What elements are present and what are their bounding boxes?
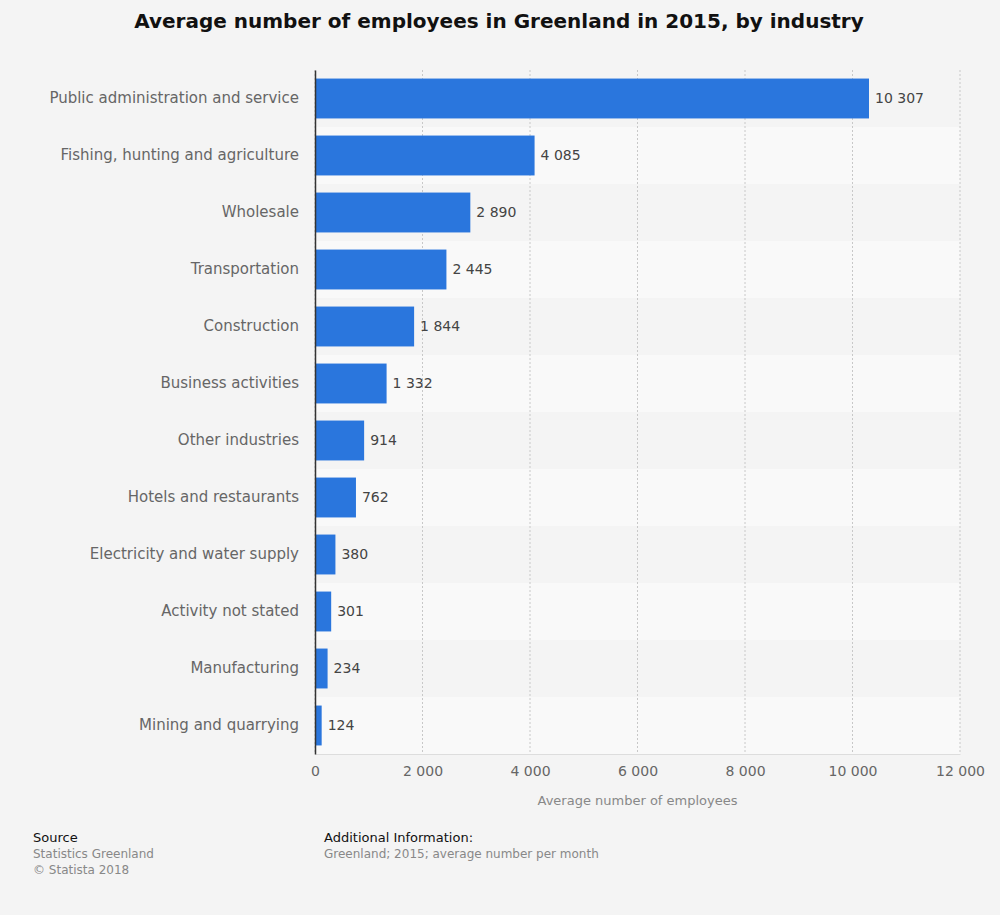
info-heading: Additional Information:	[324, 830, 473, 845]
data-label: 380	[341, 546, 368, 562]
y-tick-label: Fishing, hunting and agriculture	[60, 146, 299, 164]
y-tick: Electricity and water supply	[90, 545, 315, 563]
y-tick: Construction	[203, 317, 315, 335]
bar	[315, 592, 331, 632]
bar	[315, 250, 446, 290]
bar	[315, 535, 335, 575]
x-tick: 2 000	[403, 754, 443, 779]
source-heading: Source	[33, 830, 78, 845]
y-tick-label: Construction	[203, 317, 299, 335]
x-axis: 0 2 000 4 000 6 000 8 000 10 000 12 000	[311, 754, 985, 779]
y-tick-label: Hotels and restaurants	[128, 488, 300, 506]
bars	[315, 79, 869, 746]
x-tick-label: 8 000	[725, 763, 765, 779]
y-tick-label: Mining and quarrying	[139, 716, 299, 734]
x-tick-label: 10 000	[829, 763, 878, 779]
source: Statistics Greenland	[33, 847, 154, 861]
data-label: 1 332	[393, 375, 433, 391]
x-tick-label: 4 000	[510, 763, 550, 779]
y-tick: Mining and quarrying	[139, 716, 315, 734]
y-tick: Fishing, hunting and agriculture	[60, 146, 315, 164]
grid-line	[745, 70, 746, 754]
data-label: 124	[328, 717, 355, 733]
data-labels: 10 307 4 085 2 890 2 445 1 844 1 332 914 762 380…	[328, 90, 924, 733]
y-tick-label: Manufacturing	[190, 659, 299, 677]
row-stripe	[315, 241, 960, 298]
x-tick: 6 000	[618, 754, 658, 779]
x-axis-line	[316, 754, 961, 755]
row-stripe	[315, 70, 960, 127]
grid	[315, 70, 960, 754]
row-stripe	[315, 412, 960, 469]
y-tick: Hotels and restaurants	[128, 488, 315, 506]
row-stripe	[315, 697, 960, 754]
bar	[315, 79, 869, 119]
grid-line	[960, 70, 961, 754]
grid-line	[315, 70, 316, 754]
x-tick: 0	[311, 754, 320, 779]
bar	[315, 364, 387, 404]
y-tick-label: Public administration and service	[49, 89, 299, 107]
y-axis: Public administration and service Fishing…	[49, 71, 315, 755]
data-label: 301	[337, 603, 364, 619]
y-axis-line	[315, 71, 317, 755]
y-tick-label: Wholesale	[222, 203, 299, 221]
data-label: 1 844	[420, 318, 460, 334]
bar	[315, 136, 535, 176]
data-label: 762	[362, 489, 389, 505]
y-tick: Activity not stated	[161, 602, 315, 620]
copyright: © Statista 2018	[33, 863, 129, 877]
x-tick: 12 000	[936, 754, 985, 779]
x-tick: 4 000	[510, 754, 550, 779]
chart: 10 307 4 085 2 890 2 445 1 844 1 332 914 762 380…	[0, 0, 1000, 915]
y-tick: Other industries	[178, 431, 315, 449]
bar	[315, 421, 364, 461]
y-tick: Manufacturing	[190, 659, 315, 677]
info: Greenland; 2015; average number per mont…	[324, 847, 599, 861]
x-tick: 8 000	[725, 754, 765, 779]
y-tick-label: Activity not stated	[161, 602, 299, 620]
row-stripe	[315, 640, 960, 697]
y-tick: Transportation	[190, 260, 315, 278]
x-tick-label: 12 000	[936, 763, 985, 779]
y-tick: Business activities	[160, 374, 315, 392]
data-label: 4 085	[541, 147, 581, 163]
x-tick-label: 6 000	[618, 763, 658, 779]
title: Average number of employees in Greenland…	[134, 9, 864, 33]
y-tick-label: Transportation	[190, 260, 299, 278]
y-tick-label: Electricity and water supply	[90, 545, 299, 563]
bar	[315, 307, 414, 347]
background	[0, 0, 1000, 915]
data-label: 2 890	[476, 204, 516, 220]
data-label: 10 307	[875, 90, 924, 106]
bar	[315, 193, 470, 233]
data-label: 2 445	[452, 261, 492, 277]
y-tick: Wholesale	[222, 203, 315, 221]
data-label: 234	[334, 660, 361, 676]
x-tick-label: 0	[311, 763, 320, 779]
x-tick-label: 2 000	[403, 763, 443, 779]
y-tick: Public administration and service	[49, 89, 315, 107]
bar	[315, 649, 328, 689]
row-stripes	[315, 70, 960, 754]
bar	[315, 478, 356, 518]
data-label: 914	[370, 432, 397, 448]
x-tick: 10 000	[829, 754, 878, 779]
row-stripe	[315, 469, 960, 526]
row-stripe	[315, 184, 960, 241]
grid-line	[852, 70, 853, 754]
y-tick-label: Other industries	[178, 431, 299, 449]
x-axis-title: Average number of employees	[538, 793, 738, 808]
grid-line	[637, 70, 638, 754]
y-tick-label: Business activities	[160, 374, 299, 392]
